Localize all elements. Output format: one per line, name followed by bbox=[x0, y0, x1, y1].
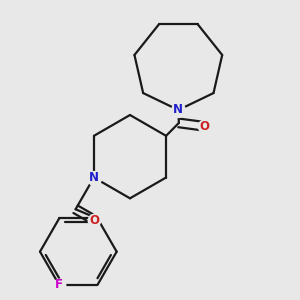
Text: O: O bbox=[89, 214, 99, 226]
Text: N: N bbox=[173, 103, 183, 116]
Text: F: F bbox=[55, 278, 63, 291]
Text: N: N bbox=[89, 171, 99, 184]
Text: O: O bbox=[199, 120, 209, 133]
